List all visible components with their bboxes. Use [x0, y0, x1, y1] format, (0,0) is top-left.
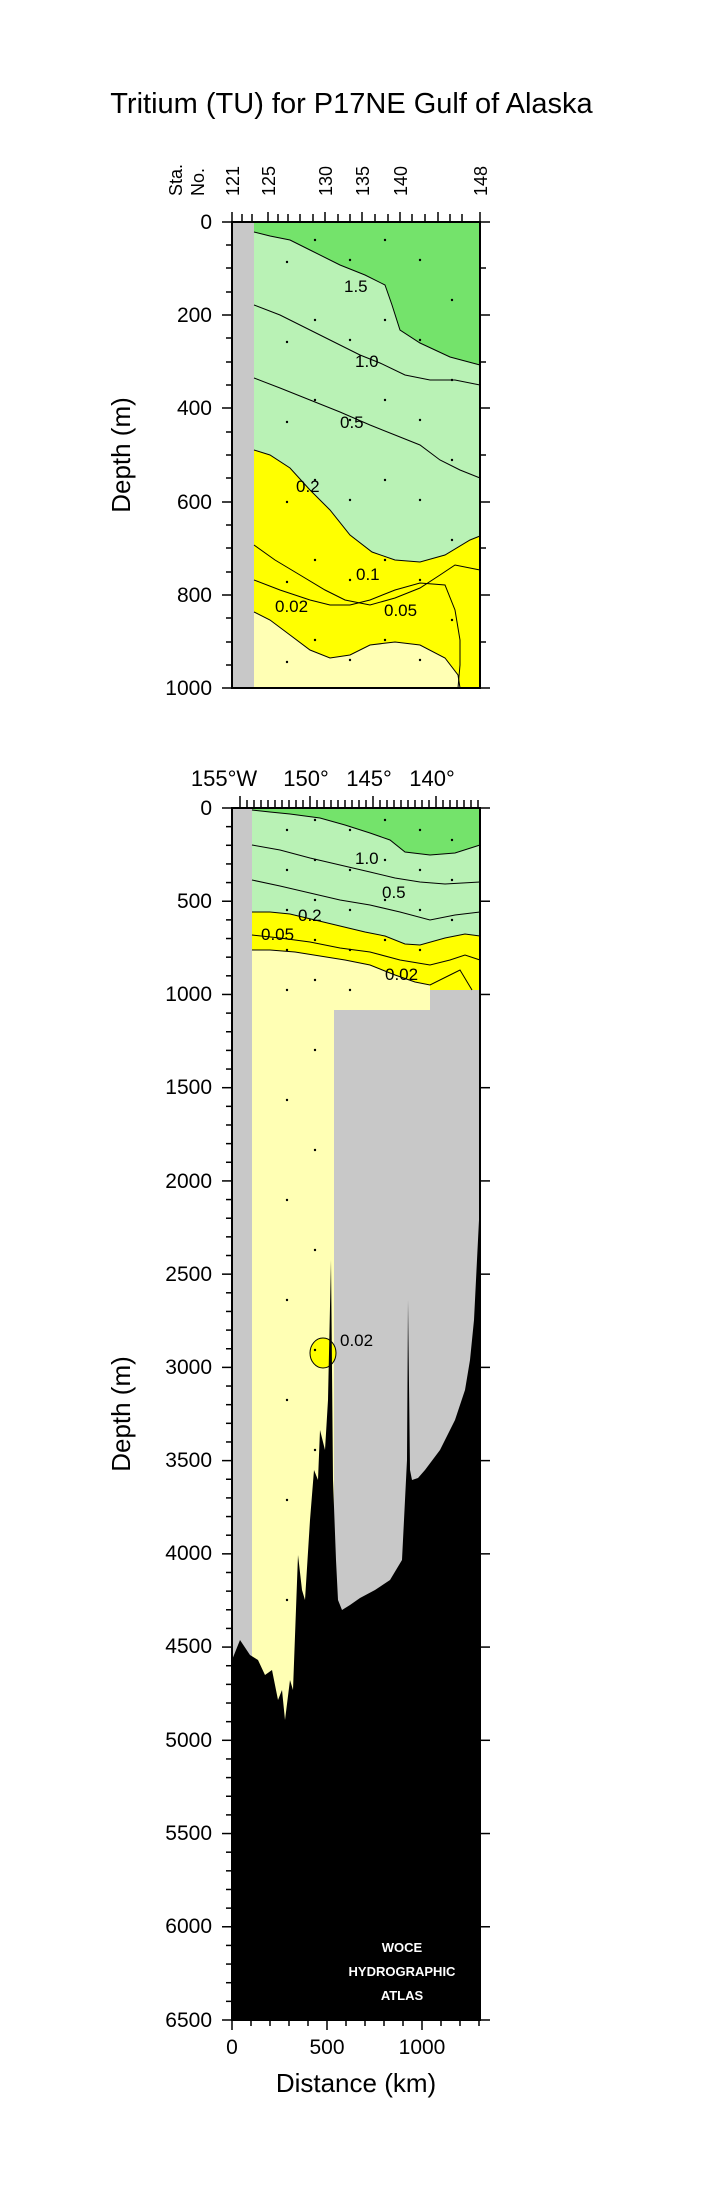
- bottom-y-tick-label: 6000: [165, 1915, 212, 1938]
- longitude-label: 155°W: [191, 766, 258, 791]
- top-fill-yellow: [254, 450, 480, 688]
- woce-watermark: ATLAS: [381, 1988, 424, 2003]
- station-label: 121: [223, 166, 243, 196]
- bottom-contour: [252, 911, 481, 946]
- bottom-topography: [232, 1200, 480, 2020]
- top-contour-label: 1.0: [355, 352, 379, 371]
- top-y-tick-label: 0: [200, 211, 212, 234]
- station-header: Sta.: [166, 164, 186, 196]
- top-contour-label: 0.02: [275, 597, 308, 616]
- top-contour-0.05: [253, 579, 461, 689]
- top-contour-lines: [253, 231, 481, 689]
- top-contour-0.2: [253, 449, 481, 563]
- station-label: 135: [353, 166, 373, 196]
- bottom-y-tick-label: 5500: [165, 1822, 212, 1845]
- top-contour-0.1: [253, 544, 481, 606]
- top-contour-1.5: [253, 231, 481, 366]
- chart-title: Tritium (TU) for P17NE Gulf of Alaska: [110, 88, 593, 120]
- bottom-x-tick-label: 0: [226, 2036, 238, 2059]
- top-contour-1.0: [253, 304, 481, 386]
- bottom-contour-label: 1.0: [355, 849, 379, 868]
- top-contour-label: 0.5: [340, 413, 364, 432]
- bottom-contour: [251, 809, 481, 856]
- longitude-label: 150°: [283, 766, 329, 791]
- bottom-y-axis-label: Depth (m): [106, 1356, 136, 1472]
- top-y-tick-label: 400: [177, 397, 212, 420]
- bottom-land-gray: [232, 808, 252, 1668]
- bottom-contour: [252, 949, 473, 991]
- bottom-contour: [251, 844, 481, 885]
- bottom-y-tick-label: 3500: [165, 1449, 212, 1472]
- top-y-tick-label: 600: [177, 491, 212, 514]
- bottom-contour-label: 0.02: [385, 965, 418, 984]
- bottom-contour-label: 0.5: [382, 883, 406, 902]
- top-contour-0.02: [253, 611, 461, 689]
- bottom-y-tick-label: 4500: [165, 1635, 212, 1658]
- bottom-contour: [251, 934, 481, 966]
- top-station-ticks: [231, 212, 481, 222]
- bottom-panel: 1.0 0.5 0.2 0.05 0.02 0.02 WOCE HYDROGRA…: [106, 766, 490, 2098]
- bottom-y-tick-label: 0: [200, 797, 212, 820]
- bottom-x-axis-label: Distance (km): [276, 2068, 436, 2098]
- top-y-tick-label: 1000: [165, 677, 212, 700]
- top-station-dots: [285, 238, 454, 664]
- bottom-y-tick-label: 1000: [165, 983, 212, 1006]
- station-header: No.: [188, 168, 208, 196]
- bottom-fill-green-light: [252, 810, 480, 945]
- bottom-gray-region: [334, 990, 480, 1300]
- bottom-plot-frame: [231, 807, 481, 2021]
- bottom-y-tick-label: 4000: [165, 1542, 212, 1565]
- top-land-gray: [232, 222, 254, 688]
- top-y-tick-label: 800: [177, 584, 212, 607]
- bottom-x-tick-label: 1000: [399, 2036, 446, 2059]
- bottom-contour-label: 0.02: [340, 1331, 373, 1350]
- bottom-y-tick-label: 2500: [165, 1263, 212, 1286]
- bottom-y-tick-label: 1500: [165, 1076, 212, 1099]
- bottom-y-tick-label: 5000: [165, 1729, 212, 1752]
- bottom-contour-label: 0.05: [261, 925, 294, 944]
- bottom-y-tick-label: 3000: [165, 1356, 212, 1379]
- top-contour-0.5: [253, 377, 481, 479]
- top-contour-label: 1.5: [344, 277, 368, 296]
- longitude-ticks: [239, 796, 479, 808]
- bottom-x-tick-label: 500: [309, 2036, 344, 2059]
- station-label: 140: [391, 166, 411, 196]
- bottom-fill-yellow-patch: [309, 1337, 337, 1369]
- station-label: 130: [316, 166, 336, 196]
- station-label: 148: [471, 166, 491, 196]
- bottom-station-dots: [285, 818, 454, 1602]
- top-y-tick-label: 200: [177, 304, 212, 327]
- woce-watermark: WOCE: [382, 1940, 423, 1955]
- top-panel: 1.5 1.0 0.5 0.2 0.1 0.05 0.02 0 200 400 …: [106, 164, 491, 700]
- top-contour-label: 0.05: [384, 601, 417, 620]
- top-contour-label: 0.1: [356, 565, 380, 584]
- bottom-y-tick-label: 6500: [165, 2009, 212, 2032]
- top-contour-label: 0.2: [296, 477, 320, 496]
- top-y-ticks: [222, 221, 490, 689]
- bottom-contour-label: 0.2: [298, 906, 322, 925]
- station-label: 125: [259, 166, 279, 196]
- bottom-y-ticks: [222, 807, 490, 2021]
- top-fill-green-dark: [254, 222, 480, 365]
- longitude-label: 145°: [346, 766, 392, 791]
- bottom-y-tick-label: 2000: [165, 1170, 212, 1193]
- bottom-y-tick-label: 500: [177, 890, 212, 913]
- bottom-x-ticks: [231, 2020, 480, 2030]
- bottom-contour-lines: [251, 809, 481, 991]
- longitude-label: 140°: [409, 766, 455, 791]
- top-y-axis-label: Depth (m): [106, 397, 136, 513]
- bottom-contour: [251, 879, 481, 921]
- woce-watermark: HYDROGRAPHIC: [349, 1964, 457, 1979]
